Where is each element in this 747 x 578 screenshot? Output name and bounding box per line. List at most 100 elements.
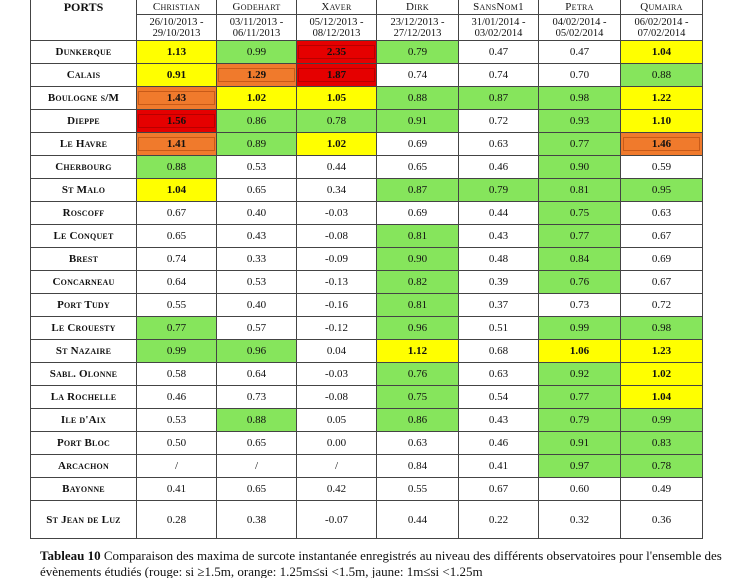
surge-value: 0.77: [569, 230, 590, 242]
surge-value-cell: 0.50: [136, 431, 217, 455]
surge-value: 0.36: [651, 513, 672, 526]
surge-value: 0.87: [407, 184, 428, 196]
surge-value: 0.46: [488, 161, 509, 173]
event-name: Qumaira: [620, 0, 703, 15]
surge-value-cell: 0.99: [136, 339, 217, 363]
surge-value: 1.43: [137, 91, 216, 105]
table-row: Port Tudy 0.55 0.40 -0.16 0.81 0.37 0.73 0.72: [30, 293, 703, 317]
surge-value: 0.39: [488, 276, 509, 288]
port-name: St Nazaire: [30, 339, 137, 363]
surge-value: 0.97: [569, 460, 590, 472]
table-row: Dieppe 1.56 0.86 0.78 0.91 0.72 0.93 1.10: [30, 109, 703, 133]
surge-value-cell: 1.02: [216, 86, 297, 110]
surge-value-cell: 0.53: [216, 155, 297, 179]
surge-value-cell: 0.53: [216, 270, 297, 294]
surge-value: -0.16: [325, 299, 348, 311]
table-row: Ile d'Aix 0.53 0.88 0.05 0.86 0.43 0.79 0.99: [30, 408, 703, 432]
surge-value-cell: 0.79: [376, 40, 459, 64]
surge-value-cell: 0.74: [136, 247, 217, 271]
table-row: Bayonne 0.41 0.65 0.42 0.55 0.67 0.60 0.49: [30, 477, 703, 501]
surge-value-cell: 0.64: [216, 362, 297, 386]
surge-value-cell: 0.55: [376, 477, 459, 501]
surge-value-cell: 0.98: [538, 86, 621, 110]
surge-value-cell: 0.46: [136, 385, 217, 409]
surge-value-cell: 0.65: [216, 178, 297, 202]
surge-value: 0.44: [488, 207, 509, 219]
surge-value: 0.79: [569, 414, 590, 426]
surge-value-cell: 0.69: [620, 247, 703, 271]
surge-value-cell: 0.69: [376, 132, 459, 156]
surge-value-cell: 1.43: [136, 86, 217, 110]
surge-value: 0.34: [326, 184, 347, 196]
event-name: Dirk: [376, 0, 459, 15]
event-dates: 05/12/2013 -08/12/2013: [296, 14, 377, 41]
surge-value-cell: 0.75: [376, 385, 459, 409]
surge-value: 0.44: [407, 513, 428, 526]
surge-value-cell: 0.46: [458, 431, 539, 455]
surge-comparison-table: PORTS Christian Godehart Xaver Dirk Sans…: [30, 0, 703, 539]
surge-value: 0.77: [569, 138, 590, 150]
surge-value: 0.48: [488, 253, 509, 265]
surge-value-cell: 0.74: [458, 63, 539, 87]
event-name: Christian: [136, 0, 217, 15]
surge-value-cell: 0.91: [136, 63, 217, 87]
surge-value: 0.91: [569, 437, 590, 449]
event-date-start: 31/01/2014 -: [471, 16, 526, 28]
event-dates: 31/01/2014 -03/02/2014: [458, 14, 539, 41]
surge-value-cell: 0.72: [458, 109, 539, 133]
surge-value-cell: 0.41: [136, 477, 217, 501]
surge-value: 0.57: [246, 322, 267, 334]
port-name: La Rochelle: [30, 385, 137, 409]
caption-label: Tableau 10: [40, 548, 101, 563]
table-row: Sabl. Olonne 0.58 0.64 -0.03 0.76 0.63 0.92 1.0…: [30, 362, 703, 386]
table-row: Roscoff 0.67 0.40 -0.03 0.69 0.44 0.75 0.63: [30, 201, 703, 225]
surge-value-cell: 1.02: [296, 132, 377, 156]
surge-value: 0.76: [569, 276, 590, 288]
surge-value: 0.84: [569, 253, 590, 265]
event-dates: 26/10/2013 -29/10/2013: [136, 14, 217, 41]
surge-value-cell: 1.12: [376, 339, 459, 363]
table-row: Brest 0.74 0.33 -0.09 0.90 0.48 0.84 0.69: [30, 247, 703, 271]
surge-value-cell: 0.96: [376, 316, 459, 340]
event-date-row: 26/10/2013 -29/10/2013 03/11/2013 -06/11…: [31, 14, 703, 41]
surge-value: 0.65: [166, 230, 187, 242]
surge-value: -0.07: [325, 513, 348, 526]
surge-value: 0.64: [166, 276, 187, 288]
surge-value-cell: /: [216, 454, 297, 478]
surge-value: 0.75: [569, 207, 590, 219]
table-row: Le Havre 1.41 0.89 1.02 0.69 0.63 0.77 1.46: [30, 132, 703, 156]
surge-value-cell: 0.75: [538, 201, 621, 225]
surge-value: 0.74: [407, 69, 428, 81]
table-row: Arcachon / / / 0.84 0.41 0.97 0.78: [30, 454, 703, 478]
surge-value-cell: 0.84: [538, 247, 621, 271]
surge-value: 0.28: [166, 513, 187, 526]
surge-value-cell: 0.64: [136, 270, 217, 294]
surge-value-cell: 0.70: [538, 63, 621, 87]
surge-value: -0.08: [325, 391, 348, 403]
surge-value-cell: 0.96: [216, 339, 297, 363]
surge-value: 0.67: [651, 230, 672, 242]
table-body: Dunkerque 1.13 0.99 2.35 0.79 0.47 0.47 1.04 Cal…: [30, 40, 703, 539]
surge-value: 0.69: [407, 138, 428, 150]
surge-value: 0.70: [569, 69, 590, 81]
surge-value-cell: 0.63: [376, 431, 459, 455]
surge-value-cell: 0.78: [296, 109, 377, 133]
surge-value-cell: 0.43: [216, 224, 297, 248]
event-date-end: 03/02/2014: [474, 27, 523, 39]
port-name: Concarneau: [30, 270, 137, 294]
surge-value: 1.05: [326, 92, 347, 104]
surge-value: 0.65: [407, 161, 428, 173]
surge-value: 0.72: [651, 299, 672, 311]
surge-value-cell: 0.60: [538, 477, 621, 501]
surge-value-cell: 1.29: [216, 63, 297, 87]
surge-value-cell: 0.99: [620, 408, 703, 432]
surge-value: 0.79: [488, 184, 509, 196]
surge-value-cell: -0.16: [296, 293, 377, 317]
event-dates: 03/11/2013 -06/11/2013: [216, 14, 297, 41]
table-row: Le Conquet 0.65 0.43 -0.08 0.81 0.43 0.77 0.67: [30, 224, 703, 248]
surge-value: 0.37: [488, 299, 509, 311]
surge-value: 0.33: [246, 253, 267, 265]
surge-value: 0.86: [246, 115, 267, 127]
surge-value-cell: 0.88: [620, 63, 703, 87]
port-name: Calais: [30, 63, 137, 87]
